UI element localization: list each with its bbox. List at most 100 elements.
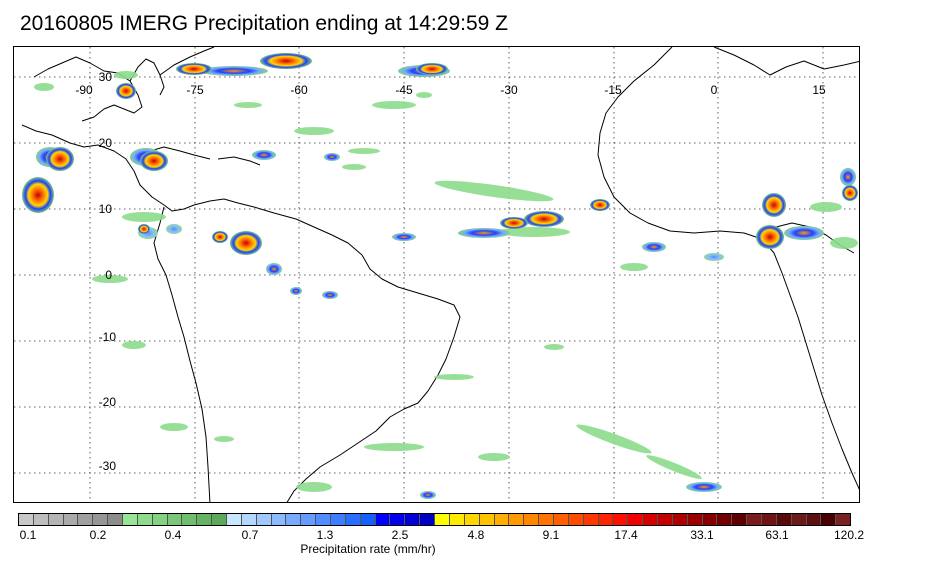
colorbar-swatch [761, 514, 777, 525]
colorbar-swatch [182, 514, 198, 525]
colorbar-tick-label: 1.3 [316, 528, 334, 542]
colorbar-tick-label: 4.8 [467, 528, 485, 542]
colorbar-swatch [539, 514, 554, 525]
colorbar-swatch [657, 514, 673, 525]
colorbar-swatch [137, 514, 153, 525]
colorbar-swatch [345, 514, 361, 525]
longitude-label: -30 [500, 83, 518, 97]
colorbar-swatch [152, 514, 168, 525]
latitude-labels: 30 20 10 0 -10 -20 -30 [99, 70, 117, 473]
colorbar-swatch [331, 514, 346, 525]
colorbar-swatch [672, 514, 688, 525]
latitude-label: -30 [99, 459, 117, 473]
longitude-label: -15 [604, 83, 622, 97]
colorbar-swatch [33, 514, 49, 525]
colorbar-swatch [316, 514, 332, 525]
colorbar-label: Precipitation rate (mm/hr) [300, 542, 436, 556]
precipitation-weak [34, 71, 858, 492]
precipitation-map: -90 -75 -60 -45 -30 -15 0 15 30 20 10 0 … [13, 46, 860, 503]
colorbar-swatch [628, 514, 644, 525]
colorbar-swatch [464, 514, 480, 525]
colorbar-swatch [286, 514, 302, 525]
colorbar-tick-label: 0.2 [89, 528, 107, 542]
south-america-coastline [21, 124, 461, 502]
colorbar-swatch [241, 514, 257, 525]
colorbar-swatch [256, 514, 272, 525]
colorbar-tick-label: 120.2 [833, 528, 865, 542]
colorbar-swatch [494, 514, 510, 525]
colorbar-tick-label: 0.1 [19, 528, 37, 542]
colorbar-swatch [48, 514, 64, 525]
map-canvas: -90 -75 -60 -45 -30 -15 0 15 30 20 10 0 … [14, 47, 859, 502]
colorbar-swatch [717, 514, 733, 525]
colorbar-swatch [613, 514, 629, 525]
colorbar-swatch [791, 514, 807, 525]
longitude-label: -90 [75, 83, 93, 97]
colorbar-swatch [123, 514, 138, 525]
latitude-label: 30 [99, 70, 113, 84]
longitude-label: 15 [812, 83, 826, 97]
colorbar-swatch [420, 514, 436, 525]
north-america-east-coastline [159, 47, 215, 76]
colorbar-swatch [227, 514, 242, 525]
precipitation-moderate [36, 65, 856, 499]
colorbar-swatch [568, 514, 584, 525]
colorbar-tick-label: 63.1 [765, 528, 789, 542]
colorbar-swatch [747, 514, 762, 525]
colorbar-swatch [598, 514, 614, 525]
colorbar-swatch [836, 514, 851, 525]
colorbar-swatch [271, 514, 287, 525]
colorbar-tick-label: 0.7 [241, 528, 259, 542]
colorbar-swatch [702, 514, 718, 525]
colorbar-swatch [806, 514, 822, 525]
colorbar-swatch [108, 514, 124, 525]
africa-north-coastline [713, 47, 859, 76]
longitude-label: -60 [290, 83, 308, 97]
colorbar-tick-labels: 0.1 0.2 0.4 0.7 1.3 2.5 4.8 9.1 17.4 33.… [0, 528, 944, 544]
colorbar-swatch [643, 514, 658, 525]
south-america-west-coastline [153, 206, 211, 502]
graticule [14, 47, 859, 502]
colorbar-swatch [167, 514, 183, 525]
colorbar-swatch [776, 514, 792, 525]
colorbar-swatch [19, 514, 34, 525]
colorbar-swatch [197, 514, 213, 525]
colorbar-tick-label: 17.4 [614, 528, 638, 542]
longitude-label: -45 [395, 83, 413, 97]
colorbar-swatch [390, 514, 406, 525]
colorbar-tick-label: 0.4 [164, 528, 182, 542]
colorbar-label-row: Precipitation rate (mm/hr) [0, 542, 944, 556]
colorbar-swatch [78, 514, 94, 525]
colorbar-swatch [93, 514, 109, 525]
colorbar-tick-label: 33.1 [690, 528, 714, 542]
latitude-label: 0 [105, 268, 112, 282]
colorbar-swatch [63, 514, 79, 525]
longitude-label: -75 [186, 83, 204, 97]
florida-coastline [129, 58, 165, 96]
longitude-label: 0 [711, 83, 718, 97]
colorbar-swatch [449, 514, 465, 525]
precipitation-colorbar [18, 513, 851, 526]
precipitation-intense [22, 53, 858, 255]
colorbar-tick-label: 2.5 [391, 528, 409, 542]
colorbar-swatch [509, 514, 525, 525]
colorbar-swatch [524, 514, 540, 525]
colorbar-swatch [360, 514, 376, 525]
colorbar-swatch [553, 514, 569, 525]
colorbar-swatch [435, 514, 450, 525]
colorbar-swatch [405, 514, 421, 525]
colorbar-swatch [687, 514, 703, 525]
cuba-coastline [149, 146, 211, 160]
map-title: 20160805 IMERG Precipitation ending at 1… [20, 12, 508, 35]
latitude-label: -10 [99, 330, 117, 344]
colorbar-tick-label: 9.1 [542, 528, 560, 542]
latitude-label: 20 [99, 136, 113, 150]
colorbar-swatch [301, 514, 317, 525]
colorbar-swatch [375, 514, 391, 525]
latitude-label: 10 [99, 202, 113, 216]
colorbar-swatch [212, 514, 228, 525]
colorbar-swatch [583, 514, 599, 525]
latitude-label: -20 [99, 395, 117, 409]
colorbar-swatch [821, 514, 837, 525]
longitude-labels: -90 -75 -60 -45 -30 -15 0 15 [75, 83, 826, 97]
